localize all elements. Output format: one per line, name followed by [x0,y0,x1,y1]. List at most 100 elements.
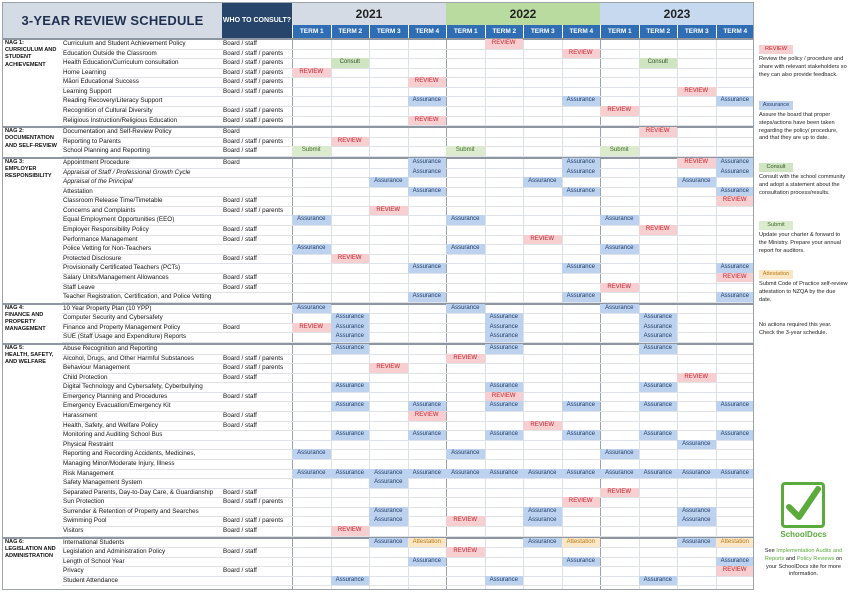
item-name: Student Attendance [63,576,118,584]
schedule-cell: REVIEW [638,127,677,137]
schedule-cell: REVIEW [523,234,562,245]
table-row: Attestation Assurance Assurance Assurance [3,186,753,197]
item-name: Visitors [63,527,84,534]
schedule-cell: REVIEW [677,157,716,168]
row-divider [62,585,753,587]
table-row: Recognition of Cultural Diversity Board /… [3,106,753,116]
who-to-consult: Board / staff / parents [223,517,284,525]
table-row: Learning Support Board / staff / parents R… [3,86,753,97]
schedule-cell: Assurance [330,343,369,354]
implementation-audits-link[interactable]: Implementation Audits and Reports [764,548,843,562]
item-name: Protected Disclosure [63,254,122,262]
who-to-consult: Board / staff [223,488,257,496]
schedule-cell: Assurance [407,556,446,567]
table-row: Emergency Planning and Procedures Board /… [3,391,753,402]
item-name: Māori Educational Success [63,78,139,86]
item-name: Monitoring and Auditing School Bus [63,431,163,439]
table-row: Religious Instruction/Religious Educatio… [3,115,753,126]
term-header: TERM 4 [407,25,446,38]
legend-panel: REVIEW Review the policy / procedure and … [759,0,848,592]
schedule-cell: Assurance [292,215,331,226]
row-divider [62,420,753,422]
schedule-cell: Assurance [484,430,523,440]
schedule-cell: Assurance [561,157,600,168]
item-name: Employer Responsibility Policy [63,226,149,234]
schedule-cell: Assurance [561,186,600,197]
schedule-cell: Assurance [446,303,485,314]
schedule-cell: REVIEW [561,48,600,59]
item-name: Recognition of Cultural Diversity [63,107,153,115]
schedule-cell: Assurance [523,516,562,526]
term-header: TERM 2 [484,25,523,38]
schedule-cell: Assurance [369,468,408,479]
schedule-cell: Assurance [369,478,408,488]
schedule-cell: Assurance [523,506,562,517]
row-divider [62,449,753,451]
schedule-cell: Assurance [446,468,485,479]
item-name: Harassment [63,412,97,420]
who-to-consult: Board / staff [223,147,257,155]
schedule-cell: Assurance [292,303,331,314]
schedule-cell: REVIEW [484,39,523,49]
schedule-cell: Submit [600,146,639,156]
legend-item: Consult Consult with the school community… [759,155,848,197]
who-to-consult: Board / staff / parents [223,78,284,86]
schedule-cell: Assurance [715,468,753,479]
schedule-cell: Assurance [638,332,677,342]
schedule-cell: Assurance [484,343,523,354]
table-row: Surrender & Retention of Property and Se… [3,506,753,517]
item-name: International Students [63,538,125,546]
who-to-consult: Board / staff / parents [223,68,284,76]
schedule-cell: Assurance [407,167,446,178]
item-name: Reporting and Recording Accidents, Medic… [63,450,196,458]
table-row: Education Outside the Classroom Board / s… [3,48,753,59]
schedule-cell: Assurance [715,292,753,302]
logo-text: SchoolDocs [780,530,827,539]
who-to-consult: Board / staff [223,373,257,381]
item-name: Performance Management [63,235,138,243]
item-name: Sun Protection [63,498,105,506]
schedule-cell: Assurance [715,263,753,273]
item-name: Length of School Year [63,557,125,565]
schedule-cell: Assurance [600,244,639,254]
schedule-cell: Assurance [369,506,408,517]
row-divider [62,526,753,527]
table-row: Behaviour Management Board / staff / pare… [3,363,753,373]
row-divider [62,244,753,246]
schedule-table: 3-YEAR REVIEW SCHEDULE WHO TO CONSULT? N… [2,2,754,590]
section-label: NAG 3: EMPLOYER RESPONSIBILITY [5,158,52,180]
item-name: Staff Leave [63,283,95,291]
footer-note: See Implementation Audits and Reports an… [759,548,848,579]
schedule-cell: Assurance [446,449,485,459]
row-divider [62,58,753,60]
table-row: Emergency Evacuation/Emergency Kit Assura… [3,401,753,412]
table-row: Documentation and Self-Review Policy Boar… [3,127,753,137]
who-to-consult: Board / staff [223,273,257,281]
schedule-cell: Assurance [715,401,753,412]
row-divider [62,363,753,365]
schedule-cell: Assurance [407,263,446,273]
year-header: 2021 [292,3,446,25]
schedule-cell: Assurance [561,167,600,178]
row-divider [62,48,753,50]
schedule-cell: Assurance [561,556,600,567]
table-row: Home Learning Board / staff / parents REVI… [3,67,753,78]
schedule-cell: Assurance [561,96,600,107]
item-name: School Planning and Reporting [63,147,150,155]
schedule-cell: REVIEW [407,411,446,421]
table-row: Alcohol, Drugs, and Other Harmful Substa… [3,353,753,364]
term-header: TERM 4 [561,25,600,38]
who-to-consult: Board / staff [223,283,257,291]
table-row: Risk Management Assurance Assurance Assuran… [3,468,753,479]
row-divider [62,282,753,284]
who-to-consult: Board / staff [223,197,257,205]
schedule-cell: Assurance [330,313,369,323]
row-divider [62,487,753,489]
row-divider [62,106,753,108]
row-divider [62,205,753,207]
item-name: Religious Instruction/Religious Educatio… [63,116,178,124]
term-header: TERM 2 [330,25,369,38]
item-name: Risk Management [63,469,114,477]
policy-reviews-link[interactable]: Policy Reviews [796,555,835,562]
item-name: Appointment Procedure [63,158,130,166]
